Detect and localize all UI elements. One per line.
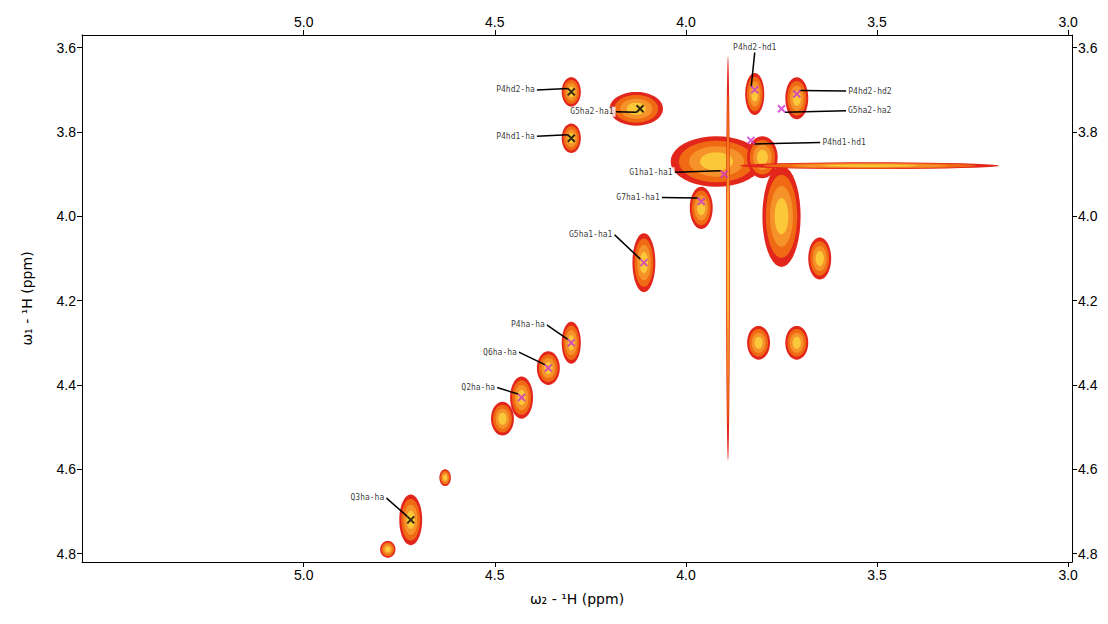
svg-text:4.0: 4.0	[676, 567, 696, 583]
svg-text:3.0: 3.0	[1058, 14, 1078, 30]
svg-text:4.2: 4.2	[1078, 293, 1098, 309]
svg-text:3.5: 3.5	[867, 567, 887, 583]
svg-text:3.8: 3.8	[1078, 124, 1098, 140]
svg-text:3.5: 3.5	[867, 14, 887, 30]
svg-text:P4hd1-ha: P4hd1-ha	[496, 132, 535, 141]
svg-text:G5ha1-ha1: G5ha1-ha1	[569, 230, 613, 239]
svg-text:4.5: 4.5	[485, 567, 505, 583]
svg-text:4.4: 4.4	[57, 377, 77, 393]
svg-text:P4hd1-hd1: P4hd1-hd1	[822, 138, 866, 147]
svg-text:Q6ha-ha: Q6ha-ha	[483, 348, 517, 357]
svg-text:ω₂ - ¹H (ppm): ω₂ - ¹H (ppm)	[530, 591, 624, 607]
svg-text:3.6: 3.6	[1078, 40, 1098, 56]
svg-text:G1ha1-ha1: G1ha1-ha1	[629, 168, 673, 177]
svg-text:4.0: 4.0	[57, 208, 77, 224]
svg-text:3.8: 3.8	[57, 124, 77, 140]
svg-text:3.6: 3.6	[57, 40, 77, 56]
svg-text:5.0: 5.0	[294, 567, 314, 583]
svg-text:G5ha2-ha1: G5ha2-ha1	[570, 107, 614, 116]
svg-text:P4ha-ha: P4ha-ha	[511, 320, 545, 329]
svg-text:4.6: 4.6	[57, 461, 77, 477]
svg-text:4.8: 4.8	[57, 546, 77, 562]
svg-text:P4hd2-hd1: P4hd2-hd1	[733, 43, 777, 52]
svg-text:P4hd2-ha: P4hd2-ha	[496, 85, 535, 94]
svg-text:4.5: 4.5	[485, 14, 505, 30]
svg-text:Q3ha-ha: Q3ha-ha	[351, 493, 385, 502]
svg-text:G5ha2-ha2: G5ha2-ha2	[848, 106, 892, 115]
svg-text:P4hd2-hd2: P4hd2-hd2	[848, 87, 892, 96]
svg-text:G7ha1-ha1: G7ha1-ha1	[616, 193, 660, 202]
svg-text:3.0: 3.0	[1058, 567, 1078, 583]
svg-text:4.4: 4.4	[1078, 377, 1098, 393]
svg-text:5.0: 5.0	[294, 14, 314, 30]
svg-text:4.2: 4.2	[57, 293, 77, 309]
svg-text:4.0: 4.0	[1078, 208, 1098, 224]
svg-text:4.6: 4.6	[1078, 461, 1098, 477]
svg-text:Q2ha-ha: Q2ha-ha	[461, 383, 495, 392]
svg-text:4.8: 4.8	[1078, 546, 1098, 562]
svg-text:4.0: 4.0	[676, 14, 696, 30]
svg-text:ω₁ - ¹H (ppm): ω₁ - ¹H (ppm)	[19, 251, 35, 345]
